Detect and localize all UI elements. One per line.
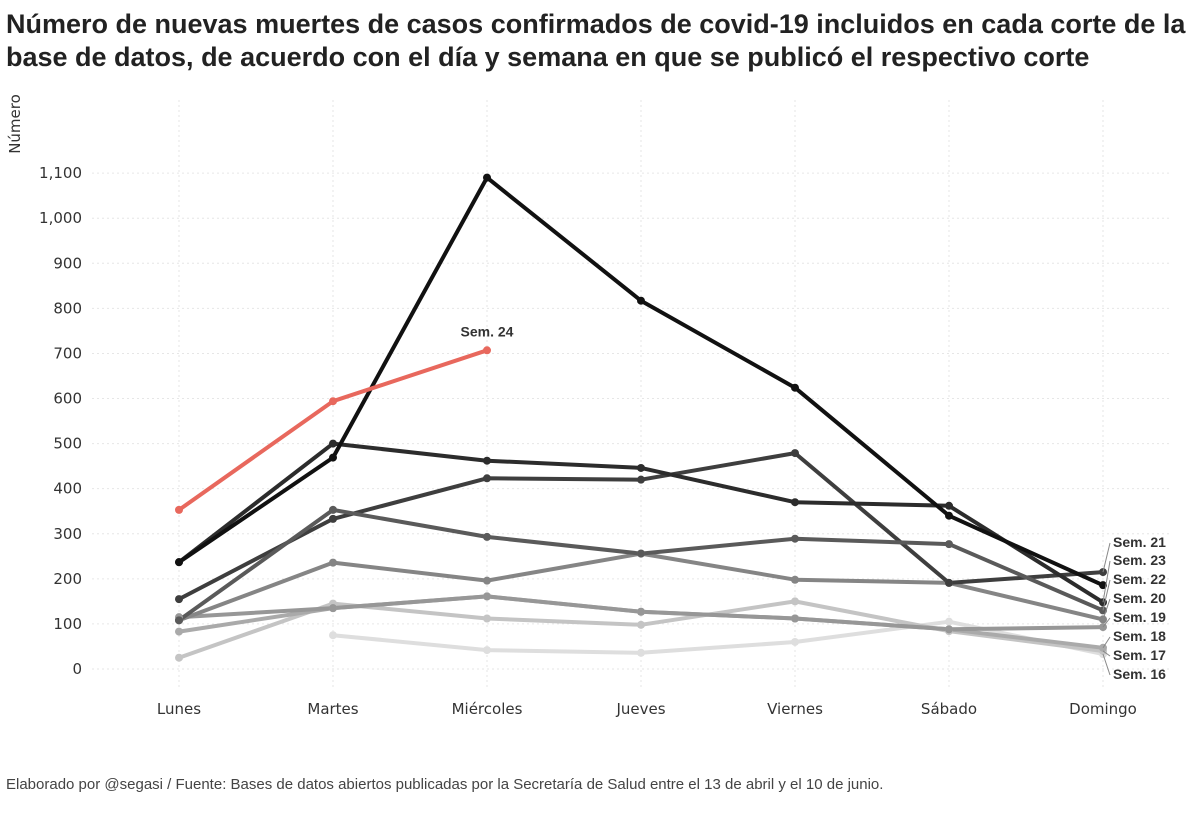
data-point bbox=[791, 383, 799, 392]
data-point bbox=[483, 346, 491, 355]
data-point bbox=[329, 397, 337, 406]
data-point bbox=[329, 604, 337, 613]
data-point bbox=[175, 505, 183, 514]
y-tick-label: 500 bbox=[53, 435, 82, 453]
data-point bbox=[945, 540, 953, 549]
series-points bbox=[175, 173, 1107, 662]
label-leader-line bbox=[1102, 650, 1111, 657]
series-end-label: Sem. 23 bbox=[1113, 552, 1166, 568]
data-point bbox=[483, 646, 491, 655]
data-point bbox=[483, 474, 491, 483]
y-tick-label: 300 bbox=[53, 525, 82, 543]
label-leader-line bbox=[1102, 598, 1111, 620]
data-point bbox=[175, 627, 183, 636]
data-point bbox=[637, 549, 645, 558]
series-end-label: Sem. 18 bbox=[1113, 628, 1166, 644]
data-point bbox=[483, 592, 491, 601]
data-point bbox=[329, 439, 337, 448]
data-point bbox=[483, 173, 491, 182]
x-axis: Lunes Martes Miércoles Jueves Viernes Sábado D… bbox=[157, 700, 1137, 718]
grid bbox=[92, 100, 1170, 690]
data-point bbox=[637, 296, 645, 305]
y-tick-label: 400 bbox=[53, 480, 82, 498]
data-point bbox=[945, 511, 953, 520]
label-leader-line bbox=[1102, 617, 1111, 628]
data-point bbox=[945, 578, 953, 587]
chart-caption: Elaborado por @segasi / Fuente: Bases de… bbox=[6, 776, 884, 793]
data-point bbox=[945, 617, 953, 626]
y-tick-label: 200 bbox=[53, 570, 82, 588]
data-point bbox=[175, 616, 183, 625]
data-point bbox=[791, 614, 799, 623]
y-tick-label: 700 bbox=[53, 344, 82, 362]
series-end-label: Sem. 21 bbox=[1113, 534, 1166, 550]
y-tick-label: 100 bbox=[53, 615, 82, 633]
label-leader-line bbox=[1102, 579, 1111, 611]
label-leader-line bbox=[1102, 653, 1111, 676]
label-leader-line bbox=[1102, 542, 1111, 573]
data-point bbox=[483, 614, 491, 623]
x-tick-label: Martes bbox=[307, 700, 358, 718]
data-point bbox=[329, 505, 337, 514]
y-axis: 0 100 200 300 400 500 600 700 800 900 1,000 1,100 bbox=[39, 164, 82, 678]
data-point bbox=[329, 631, 337, 640]
data-point bbox=[791, 597, 799, 606]
y-tick-label: 1,100 bbox=[39, 164, 82, 182]
x-tick-label: Sábado bbox=[921, 700, 977, 718]
series-end-label: Sem. 19 bbox=[1113, 609, 1166, 625]
y-tick-label: 0 bbox=[72, 660, 82, 678]
data-point bbox=[637, 475, 645, 484]
data-point bbox=[483, 576, 491, 585]
x-tick-label: Domingo bbox=[1069, 700, 1137, 718]
data-point bbox=[791, 449, 799, 458]
series-annotation-label: Sem. 24 bbox=[461, 323, 514, 339]
x-tick-label: Jueves bbox=[615, 700, 665, 718]
series-end-label: Sem. 20 bbox=[1113, 590, 1166, 606]
data-point bbox=[1099, 581, 1107, 590]
data-point bbox=[791, 498, 799, 507]
data-point bbox=[637, 607, 645, 616]
series-end-label: Sem. 22 bbox=[1113, 571, 1166, 587]
data-point bbox=[791, 575, 799, 584]
data-point bbox=[637, 463, 645, 472]
label-leader-line bbox=[1102, 560, 1111, 603]
data-point bbox=[945, 501, 953, 510]
y-axis-label: Número bbox=[6, 94, 24, 154]
data-point bbox=[945, 625, 953, 634]
data-point bbox=[329, 558, 337, 567]
chart-title: Número de nuevas muertes de casos confir… bbox=[6, 9, 1186, 72]
data-point bbox=[329, 514, 337, 523]
series-end-label: Sem. 16 bbox=[1113, 666, 1166, 682]
x-tick-label: Lunes bbox=[157, 700, 201, 718]
data-point bbox=[483, 532, 491, 541]
data-point bbox=[791, 534, 799, 543]
data-point bbox=[637, 620, 645, 629]
series-end-label: Sem. 17 bbox=[1113, 647, 1166, 663]
data-point bbox=[637, 648, 645, 657]
y-tick-label: 1,000 bbox=[39, 209, 82, 227]
series-end-labels: Sem. 21 Sem. 23 Sem. 22 Sem. 20 Sem. 19 Sem. … bbox=[461, 323, 1167, 682]
data-point bbox=[791, 637, 799, 646]
data-point bbox=[175, 558, 183, 567]
data-point bbox=[483, 456, 491, 465]
x-tick-label: Miércoles bbox=[452, 700, 523, 718]
label-leader-line bbox=[1102, 636, 1111, 649]
y-tick-label: 600 bbox=[53, 390, 82, 408]
x-tick-label: Viernes bbox=[767, 700, 823, 718]
data-point bbox=[175, 653, 183, 662]
data-point bbox=[175, 595, 183, 604]
data-point bbox=[329, 453, 337, 462]
y-tick-label: 900 bbox=[53, 254, 82, 272]
y-tick-label: 800 bbox=[53, 299, 82, 317]
